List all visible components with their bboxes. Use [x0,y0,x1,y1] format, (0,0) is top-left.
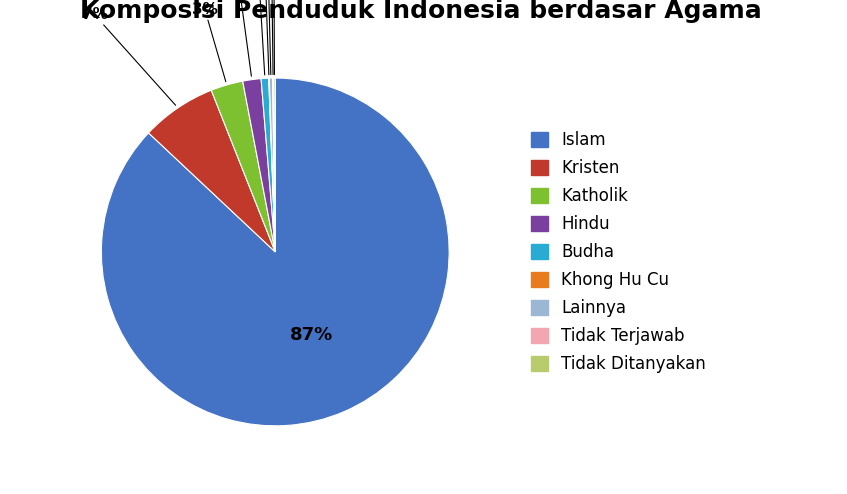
Wedge shape [269,78,275,252]
Wedge shape [274,78,275,252]
Wedge shape [211,81,275,252]
Text: 87%: 87% [290,326,333,344]
Wedge shape [148,90,275,252]
Wedge shape [243,79,275,252]
Legend: Islam, Kristen, Katholik, Hindu, Budha, Khong Hu Cu, Lainnya, Tidak Terjawab, Ti: Islam, Kristen, Katholik, Hindu, Budha, … [523,123,714,381]
Wedge shape [102,78,449,426]
Text: 0%: 0% [261,0,286,75]
Text: 0%: 0% [251,0,277,75]
Wedge shape [268,78,275,252]
Text: 0%: 0% [254,0,280,75]
Text: 1%: 1% [224,0,252,76]
Text: Komposisi Penduduk Indonesia berdasar Agama: Komposisi Penduduk Indonesia berdasar Ag… [80,0,761,23]
Text: 0%: 0% [244,0,270,75]
Text: 7%: 7% [81,7,175,105]
Text: 3%: 3% [192,2,226,82]
Wedge shape [273,78,275,252]
Wedge shape [261,78,275,252]
Text: 0%: 0% [258,0,284,75]
